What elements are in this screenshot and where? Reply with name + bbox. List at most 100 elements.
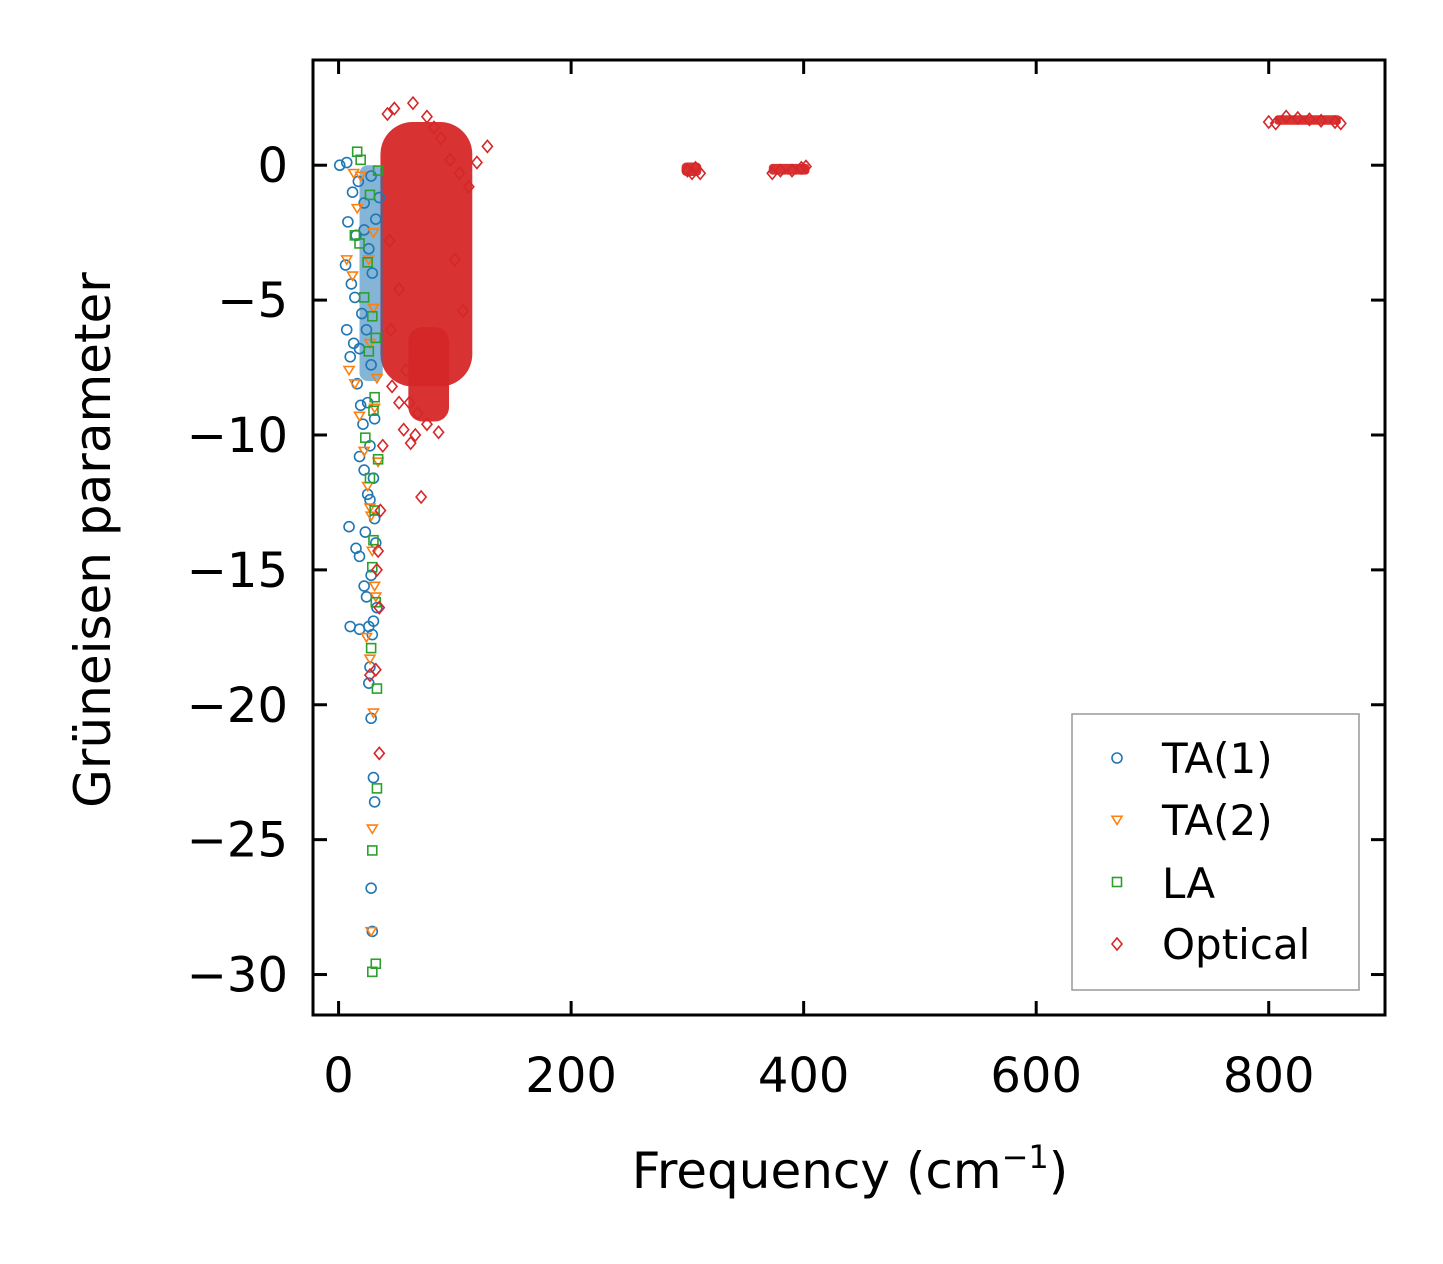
- point-1-24: [364, 511, 378, 522]
- point-3-31: [403, 395, 416, 410]
- point-3-1: [388, 101, 401, 116]
- point-1-23: [371, 457, 385, 469]
- legend-marker-1: [1110, 815, 1124, 827]
- point-0-10: [344, 350, 357, 363]
- point-2-24: [372, 165, 384, 176]
- point-2-16: [370, 958, 382, 970]
- y-tick-label-0: 0: [257, 138, 288, 194]
- point-1-2: [350, 203, 364, 215]
- point-0-5: [339, 259, 352, 271]
- point-0-36: [356, 307, 368, 320]
- point-0-53: [369, 213, 382, 225]
- point-0-32: [365, 882, 377, 895]
- point-3-46: [1280, 109, 1293, 124]
- point-3-36: [685, 166, 699, 181]
- point-1-14: [363, 654, 377, 665]
- point-0-49: [367, 615, 380, 627]
- point-3-44: [1262, 114, 1275, 130]
- point-1-8: [357, 446, 371, 458]
- point-3-9: [470, 155, 483, 170]
- legend-label-optical: Optical: [1162, 920, 1310, 969]
- point-0-55: [366, 267, 379, 279]
- point-3-22: [373, 600, 386, 615]
- point-1-4: [346, 271, 359, 282]
- point-3-48: [1303, 112, 1316, 127]
- point-3-10: [481, 139, 494, 154]
- point-0-0: [333, 159, 346, 172]
- x-axis-label: Frequency (cm−1): [632, 1138, 1069, 1200]
- dense-region-1: [408, 327, 450, 422]
- point-3-43: [799, 159, 813, 174]
- x-tick-label-400: 400: [758, 1048, 850, 1104]
- point-2-15: [366, 845, 378, 856]
- x-tick-label-800: 800: [1223, 1048, 1315, 1104]
- point-2-20: [370, 332, 382, 344]
- series-layer: [333, 95, 1347, 978]
- point-3-24: [369, 662, 382, 677]
- point-3-15: [420, 416, 433, 432]
- point-3-49: [1315, 113, 1328, 128]
- dense-region-5: [359, 165, 383, 382]
- series-optical: [363, 95, 1347, 761]
- y-axis-label: Grüneisen parameter: [64, 272, 122, 808]
- legend-marker-3: [1110, 936, 1124, 952]
- point-3-45: [1269, 116, 1282, 131]
- point-1-6: [348, 379, 362, 390]
- point-1-21: [370, 373, 384, 385]
- point-3-47: [1291, 110, 1304, 126]
- point-2-7: [360, 432, 371, 443]
- point-2-8: [364, 472, 376, 484]
- point-0-33: [366, 925, 379, 938]
- point-0-31: [368, 796, 381, 808]
- point-2-17: [366, 966, 378, 978]
- series-ta-2: [340, 168, 385, 938]
- point-3-13: [404, 435, 417, 451]
- point-3-29: [448, 252, 461, 267]
- point-0-2: [346, 186, 359, 198]
- legend-label-la: LA: [1162, 859, 1215, 908]
- point-3-2: [406, 95, 420, 111]
- point-3-14: [409, 427, 422, 443]
- point-2-14: [371, 783, 383, 794]
- axis-ticks: 0 200 400 600 800 0 −5 −10 −15 −20 −25 −30: [187, 60, 1385, 1104]
- point-0-30: [367, 771, 380, 784]
- point-2-22: [372, 453, 384, 465]
- y-tick-label-3: −15: [187, 543, 288, 599]
- point-2-6: [368, 405, 379, 417]
- point-1-16: [365, 824, 379, 835]
- point-0-8: [340, 323, 353, 336]
- legend-markers: [1110, 752, 1124, 952]
- point-2-5: [363, 346, 375, 357]
- point-0-51: [358, 197, 370, 209]
- point-2-19: [366, 310, 378, 322]
- point-1-1: [354, 171, 368, 183]
- point-3-6: [444, 152, 457, 168]
- point-3-20: [372, 543, 385, 559]
- point-3-40: [774, 163, 787, 178]
- legend-marker-0: [1111, 752, 1123, 764]
- point-0-14: [357, 418, 369, 430]
- point-1-26: [367, 228, 380, 239]
- point-1-18: [362, 255, 376, 266]
- dense-region-0: [380, 122, 473, 387]
- point-2-0: [351, 146, 363, 158]
- point-3-18: [386, 379, 399, 394]
- point-3-41: [785, 163, 799, 178]
- point-2-13: [371, 683, 383, 694]
- plot-frame: [311, 58, 1387, 1017]
- point-3-32: [411, 406, 424, 421]
- point-1-11: [365, 546, 379, 558]
- point-3-7: [453, 166, 466, 181]
- point-2-1: [355, 154, 366, 166]
- point-0-1: [340, 156, 353, 169]
- point-0-21: [358, 580, 370, 592]
- point-0-39: [361, 396, 374, 409]
- point-0-37: [360, 323, 373, 336]
- point-0-18: [343, 520, 355, 533]
- point-3-33: [383, 233, 396, 248]
- y-tick-label-1: −5: [217, 273, 288, 329]
- point-3-4: [427, 120, 440, 135]
- point-3-25: [373, 746, 386, 761]
- point-0-52: [365, 170, 377, 182]
